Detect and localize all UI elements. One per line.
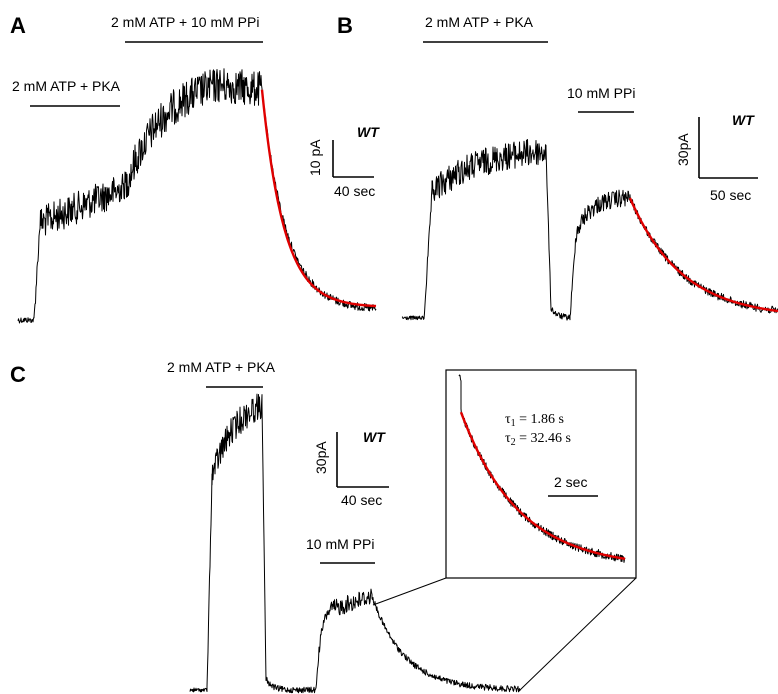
panel-c-y-scale-label: 30pA: [313, 441, 329, 474]
panel-a-y-scale-label: 10 pA: [307, 139, 323, 176]
inset-fit-curve: [459, 411, 626, 560]
inset-connector-top: [372, 577, 447, 606]
panel-b-trace: [401, 139, 778, 321]
panel-letter-c: C: [10, 362, 26, 387]
panel-c-x-scale-label: 40 sec: [341, 492, 382, 508]
panel-c-label-1: 2 mM ATP + PKA: [167, 359, 276, 375]
inset: τ1 = 1.86 s τ2 = 32.46 s 2 sec: [445, 369, 637, 579]
panel-a-scale-bar: 10 pA 40 sec WT: [307, 124, 380, 199]
inset-frame: [445, 369, 637, 579]
inset-connector-bottom: [519, 577, 637, 691]
panel-letter-b: B: [337, 13, 353, 38]
panel-a-label-2: 2 mM ATP + 10 mM PPi: [111, 14, 259, 30]
panel-a-genotype-label: WT: [357, 124, 380, 140]
panel-a: A 2 mM ATP + 10 mM PPi 2 mM ATP + PKA 10…: [10, 13, 380, 324]
panel-c: C 2 mM ATP + PKA 10 mM PPi 30pA 40 sec W…: [10, 359, 637, 694]
inset-scale-label: 2 sec: [554, 474, 587, 490]
panel-c-trace: [189, 393, 521, 694]
inset-tau1: τ1 = 1.86 s: [505, 412, 564, 429]
panel-a-fit-curve: [260, 89, 377, 308]
panel-b-fit-curve: [628, 197, 778, 313]
panel-letter-a: A: [10, 13, 26, 38]
panel-c-genotype-label: WT: [363, 429, 386, 445]
panel-b-y-scale-label: 30pA: [675, 133, 691, 166]
panel-c-scale-bar: 30pA 40 sec WT: [313, 429, 389, 508]
panel-b-label-1: 2 mM ATP + PKA: [425, 14, 534, 30]
inset-tau2: τ2 = 32.46 s: [505, 431, 571, 448]
panel-b-scale-bar: 30pA 50 sec WT: [675, 112, 758, 203]
panel-c-label-2: 10 mM PPi: [306, 536, 374, 552]
panel-a-label-1: 2 mM ATP + PKA: [12, 78, 121, 94]
panel-b-label-2: 10 mM PPi: [567, 85, 635, 101]
panel-a-x-scale-label: 40 sec: [334, 183, 375, 199]
panel-b: B 2 mM ATP + PKA 10 mM PPi 30pA 50 sec W…: [337, 13, 778, 321]
panel-b-x-scale-label: 50 sec: [710, 187, 751, 203]
panel-b-genotype-label: WT: [732, 112, 755, 128]
panel-a-trace: [17, 68, 377, 324]
